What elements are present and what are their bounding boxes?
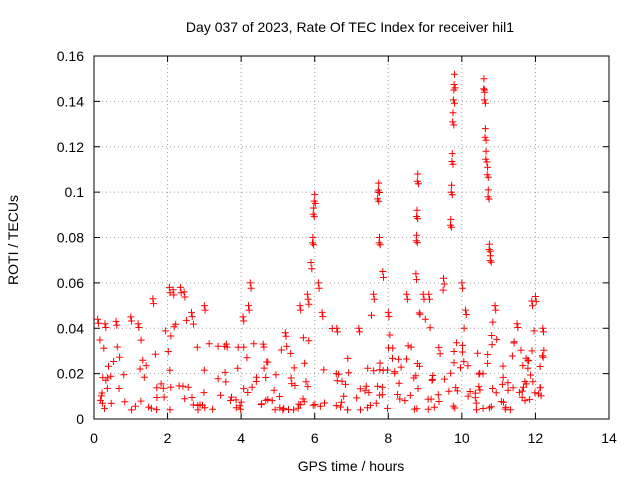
y-tick-label: 0.02	[57, 366, 84, 382]
x-tick-label: 8	[384, 430, 392, 446]
axis-ticks: 0 2 4 6 8 10 12 14 0 0.02 0.04 0.06 0.08 0.1 0.12 0.14 0…	[57, 48, 617, 446]
chart-title: Day 037 of 2023, Rate Of TEC Index for r…	[186, 19, 514, 35]
x-tick-label: 0	[90, 430, 98, 446]
x-tick-label: 6	[311, 430, 319, 446]
x-axis-label: GPS time / hours	[298, 458, 405, 474]
y-tick-label: 0.08	[57, 230, 84, 246]
x-tick-label: 2	[164, 430, 172, 446]
x-tick-label: 4	[237, 430, 245, 446]
y-axis-label: ROTI / TECUs	[5, 195, 21, 285]
y-tick-label: 0.04	[57, 320, 84, 336]
y-tick-label: 0	[76, 411, 84, 427]
y-tick-label: 0.14	[57, 93, 84, 109]
x-tick-label: 14	[601, 430, 617, 446]
y-tick-label: 0.16	[57, 48, 84, 64]
y-tick-label: 0.06	[57, 275, 84, 291]
x-tick-label: 12	[528, 430, 544, 446]
y-tick-label: 0.12	[57, 139, 84, 155]
x-tick-label: 10	[454, 430, 470, 446]
grid-lines	[94, 56, 609, 419]
y-tick-label: 0.1	[65, 184, 85, 200]
data-points	[94, 70, 548, 414]
roti-markers	[94, 70, 548, 414]
